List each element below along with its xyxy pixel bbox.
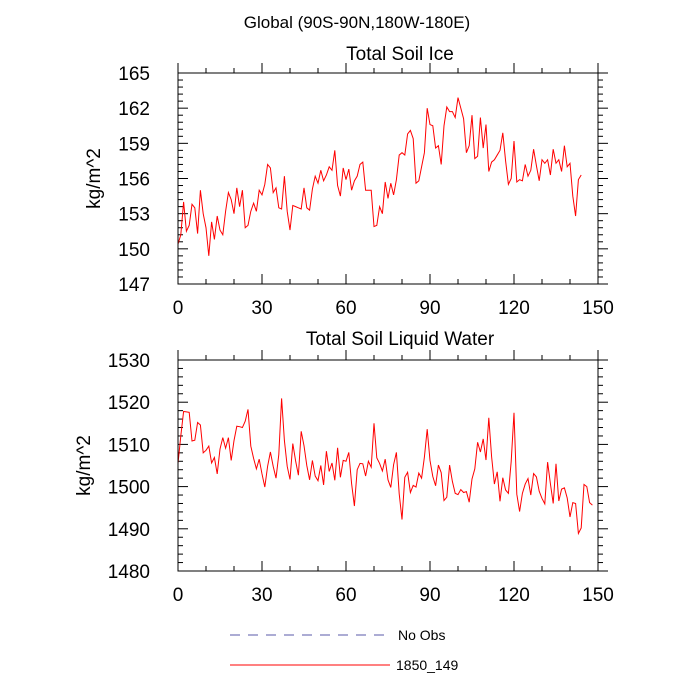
x-tick-label: 0 (173, 585, 184, 606)
legend: No Obs 1850_149 (230, 627, 459, 673)
legend-label-1850-149: 1850_149 (396, 657, 459, 673)
x-tick-label: 0 (173, 298, 184, 319)
legend-label-no-obs: No Obs (398, 627, 445, 643)
x-tick-label: 60 (335, 298, 356, 319)
axis-ticks (177, 63, 608, 285)
x-tick-label: 30 (251, 298, 272, 319)
x-tick-label: 120 (498, 585, 530, 606)
x-tick-label: 90 (419, 585, 440, 606)
y-tick-label: 153 (118, 205, 150, 226)
x-tick-label: 150 (582, 298, 614, 319)
series-line (177, 97, 582, 256)
x-tick-label: 150 (582, 585, 614, 606)
tick-labels: 0 30 60 90 120 150 1480 1490 1500 1510 1520 1530 (108, 351, 614, 606)
panel-title: Total Soil Ice (346, 44, 454, 65)
y-tick-label: 1480 (108, 562, 150, 583)
y-tick-label: 1510 (108, 435, 150, 456)
tick-labels: 0 30 60 90 120 150 147 150 153 156 159 162 165 (118, 64, 614, 319)
x-tick-label: 120 (498, 298, 530, 319)
x-tick-label: 90 (419, 298, 440, 319)
y-tick-label: 150 (118, 240, 150, 261)
y-tick-label: 1520 (108, 393, 150, 414)
panel-title: Total Soil Liquid Water (306, 329, 495, 350)
y-tick-label: 165 (118, 64, 150, 85)
y-axis-label: kg/m^2 (74, 435, 95, 496)
series-line (177, 398, 593, 536)
x-tick-label: 60 (335, 585, 356, 606)
plot-frame (177, 72, 599, 285)
panel-total-soil-liquid-water: Total Soil Liquid Water kg/m^2 0 30 60 90 12… (74, 329, 614, 606)
y-tick-label: 147 (118, 275, 150, 296)
axis-ticks (177, 350, 608, 572)
x-tick-label: 30 (251, 585, 272, 606)
y-tick-label: 1500 (108, 478, 150, 499)
y-tick-label: 162 (118, 99, 150, 120)
panel-total-soil-ice: Total Soil Ice kg/m^2 0 30 60 90 120 150 147 15… (84, 44, 614, 319)
plot-frame (177, 359, 599, 572)
y-tick-label: 1490 (108, 520, 150, 541)
y-tick-label: 1530 (108, 351, 150, 372)
y-tick-label: 156 (118, 170, 150, 191)
y-axis-label: kg/m^2 (84, 148, 105, 209)
figure-title: Global (90S-90N,180W-180E) (244, 13, 470, 32)
y-tick-label: 159 (118, 134, 150, 155)
